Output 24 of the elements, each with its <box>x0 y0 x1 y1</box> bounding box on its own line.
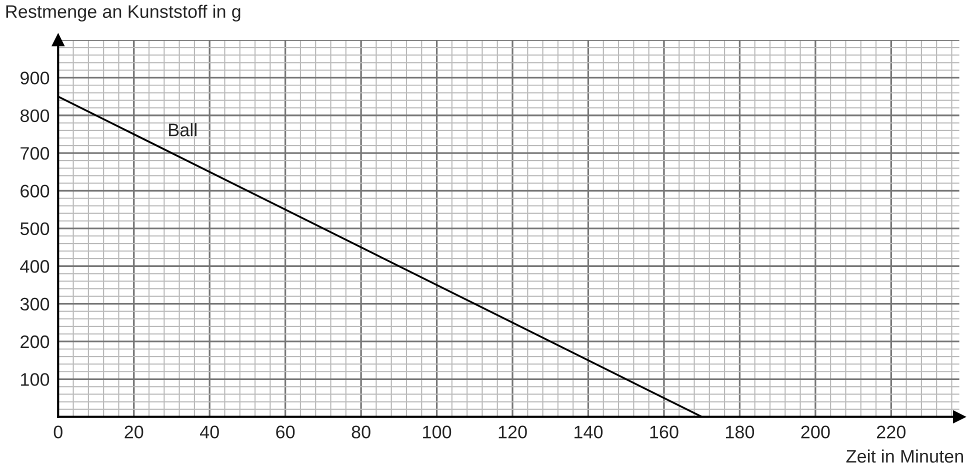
y-tick-label: 100 <box>21 373 50 386</box>
x-tick-label: 120 <box>498 426 527 438</box>
y-tick-label: 500 <box>20 222 50 236</box>
x-tick-label: 100 <box>423 426 452 438</box>
x-tick-label: 160 <box>650 426 678 438</box>
x-tick-label: 200 <box>801 426 830 438</box>
x-tick-label: 180 <box>726 426 754 438</box>
x-axis-title: Zeit in Minuten <box>846 449 963 463</box>
y-tick-label: 800 <box>20 109 50 122</box>
y-tick-label: 600 <box>20 184 50 198</box>
series-label: Ball <box>169 123 196 136</box>
y-axis-title: Restmenge an Kunststoff in g <box>6 4 240 22</box>
y-tick-label: 900 <box>20 72 50 84</box>
y-tick-label: 700 <box>20 147 50 160</box>
x-tick-label: 60 <box>276 426 295 438</box>
y-tick-label: 200 <box>20 335 50 348</box>
x-tick-label: 0 <box>54 426 62 438</box>
x-tick-label: 140 <box>574 426 603 438</box>
x-tick-label: 220 <box>877 426 906 438</box>
y-tick-label: 300 <box>20 298 50 311</box>
x-tick-label: 20 <box>124 426 144 438</box>
y-tick-label: 400 <box>20 260 50 273</box>
x-tick-label: 40 <box>200 426 219 438</box>
x-tick-label: 80 <box>352 426 370 438</box>
